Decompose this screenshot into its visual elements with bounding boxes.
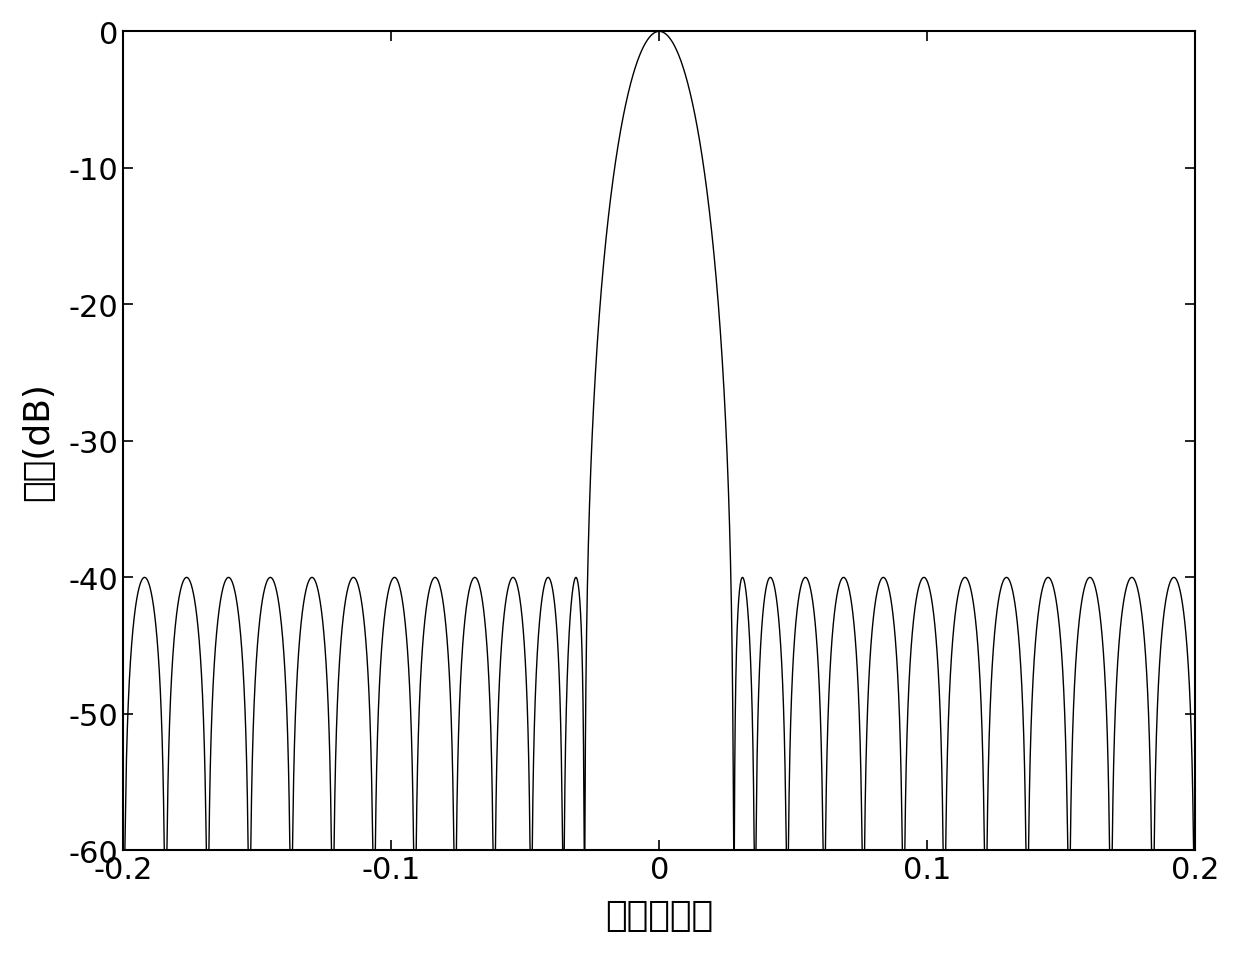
- X-axis label: 归一化延时: 归一化延时: [605, 899, 713, 932]
- Y-axis label: 幅度(dB): 幅度(dB): [21, 382, 55, 500]
